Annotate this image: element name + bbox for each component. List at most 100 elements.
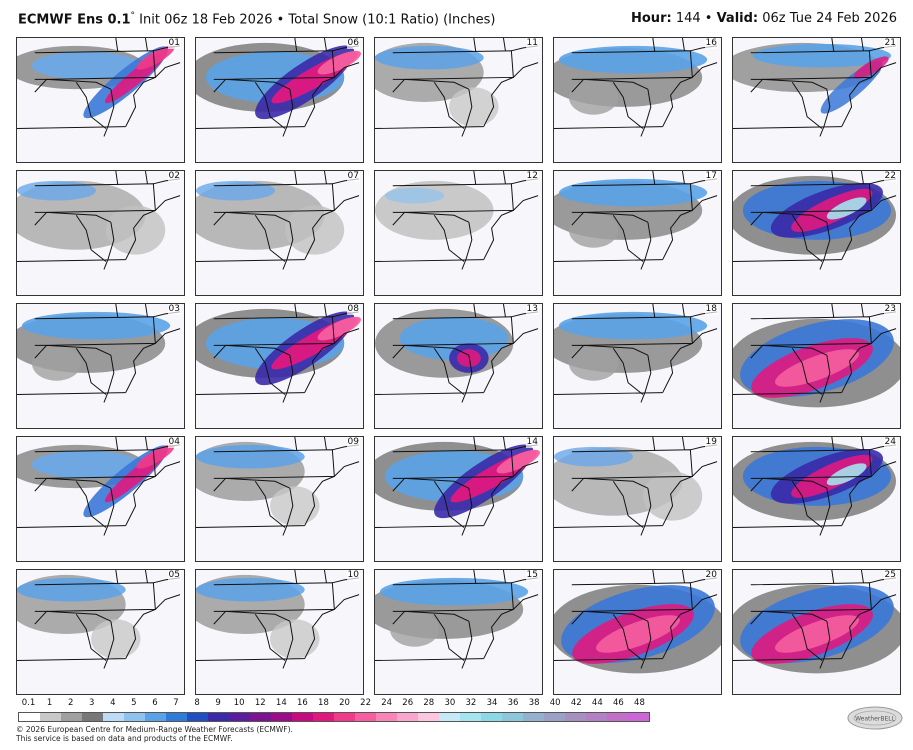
state-border: [392, 610, 470, 625]
colorbar-swatch: [166, 713, 187, 721]
member-number: 23: [883, 304, 897, 315]
state-border: [483, 342, 514, 393]
snow-map: [733, 437, 897, 536]
state-border: [433, 82, 465, 129]
snow-shading: [826, 197, 867, 220]
state-border: [612, 82, 644, 129]
state-border: [282, 355, 294, 403]
state-border: [652, 304, 685, 318]
state-border: [841, 342, 872, 393]
state-border: [554, 525, 663, 529]
state-border: [392, 344, 470, 359]
state-border: [254, 481, 286, 528]
colorbar-tick-label: 9: [215, 698, 221, 708]
snow-map: [733, 38, 897, 137]
logo-text: WeatherBELL: [855, 716, 896, 723]
weatherbell-logo: WeatherBELL: [847, 706, 903, 730]
ensemble-member-panel: 21: [732, 37, 901, 163]
colorbar-swatch: [61, 713, 82, 721]
state-border: [870, 461, 897, 477]
colorbar-tick-label: 32: [465, 698, 477, 708]
state-border: [213, 78, 291, 93]
ensemble-member-panel: 13: [374, 303, 543, 429]
state-border: [819, 621, 831, 669]
state-border: [282, 488, 294, 536]
snow-shading: [568, 212, 619, 248]
state-border: [392, 78, 470, 93]
ensemble-member-panel: 06: [195, 37, 364, 163]
ensemble-member-panel: 08: [195, 303, 364, 429]
ensemble-member-panel: 11: [374, 37, 543, 163]
state-border: [34, 477, 112, 492]
state-border: [17, 126, 126, 130]
state-border: [433, 348, 465, 395]
colorbar-tick-label: 18: [318, 698, 329, 708]
state-border: [554, 392, 663, 396]
colorbar-ticks: 0.1 1 2 3 4 5 6 7 8 9 10 12 14 16 18 20 22 24 26 28 30 32 34 36…: [18, 698, 658, 712]
colorbar-swatch: [418, 713, 439, 721]
colorbar-tick-label: 6: [152, 698, 158, 708]
state-border: [254, 215, 286, 262]
state-border: [483, 475, 514, 526]
snow-shading: [752, 43, 892, 68]
member-number: 25: [883, 570, 897, 581]
member-number: 21: [883, 38, 897, 49]
state-border: [750, 211, 828, 226]
state-border: [196, 392, 305, 396]
colorbar-tick-label: 34: [486, 698, 498, 708]
snow-shading: [449, 87, 499, 127]
state-border: [375, 392, 484, 396]
member-number: 15: [525, 570, 539, 581]
snow-shading: [196, 444, 305, 469]
colorbar: [18, 712, 650, 722]
snow-shading: [284, 205, 345, 255]
member-number: 24: [883, 437, 897, 448]
member-number: 02: [167, 171, 181, 182]
credit: © 2026 European Centre for Medium-Range …: [16, 725, 293, 743]
member-number: 01: [167, 38, 181, 49]
valid-value: 06z Tue 24 Feb 2026: [758, 11, 897, 26]
state-border: [831, 38, 864, 52]
state-border: [154, 461, 181, 477]
colorbar-swatch: [397, 713, 418, 721]
snow-shading: [317, 316, 361, 341]
ensemble-member-panel: 22: [732, 170, 901, 296]
colorbar-tick-label: 0.1: [21, 698, 36, 708]
ensemble-member-panel: 14: [374, 436, 543, 562]
state-border: [652, 171, 685, 185]
state-border: [691, 62, 718, 78]
member-number: 18: [704, 304, 718, 315]
state-border: [831, 304, 864, 318]
ensemble-member-panel: 24: [732, 436, 901, 562]
snow-shading: [105, 205, 166, 255]
colorbar-swatch: [565, 713, 586, 721]
member-number: 22: [883, 171, 897, 182]
state-border: [17, 259, 126, 263]
state-border: [791, 82, 823, 129]
state-border: [154, 594, 181, 610]
state-border: [662, 475, 693, 526]
snow-shading: [196, 577, 305, 602]
colorbar-swatch: [460, 713, 481, 721]
state-border: [254, 614, 286, 661]
state-border: [294, 304, 327, 318]
state-border: [213, 211, 291, 226]
colorbar-swatch: [292, 713, 313, 721]
ensemble-member-panel: 23: [732, 303, 901, 429]
colorbar-swatch: [481, 713, 502, 721]
state-border: [304, 342, 335, 393]
state-border: [831, 437, 864, 451]
state-border: [640, 355, 652, 403]
state-border: [34, 610, 112, 625]
snow-map: [196, 437, 360, 536]
colorbar-tick-label: 24: [381, 698, 393, 708]
ensemble-member-panel: 01: [16, 37, 185, 163]
state-border: [571, 477, 649, 492]
member-number: 08: [346, 304, 360, 315]
state-border: [433, 614, 465, 661]
state-border: [115, 38, 148, 52]
state-border: [473, 570, 506, 584]
snow-shading: [17, 180, 97, 201]
snow-shading: [31, 345, 82, 381]
ensemble-member-panel: 02: [16, 170, 185, 296]
